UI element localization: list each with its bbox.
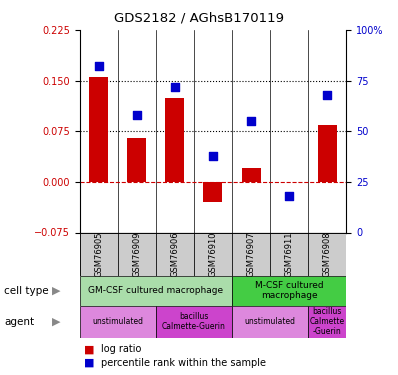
Text: ▶: ▶ xyxy=(51,286,60,296)
Bar xyxy=(165,98,184,182)
Text: ▶: ▶ xyxy=(51,316,60,327)
Text: GSM76911: GSM76911 xyxy=(285,231,294,277)
Point xyxy=(324,92,330,98)
Point xyxy=(96,63,102,69)
Text: agent: agent xyxy=(4,316,34,327)
Text: cell type: cell type xyxy=(4,286,49,296)
Text: unstimulated: unstimulated xyxy=(245,317,296,326)
Bar xyxy=(203,182,222,202)
Bar xyxy=(156,232,194,276)
Text: ■: ■ xyxy=(84,345,94,354)
Bar xyxy=(242,168,261,182)
Bar xyxy=(89,77,108,182)
Bar xyxy=(318,124,337,182)
Text: ■: ■ xyxy=(84,358,94,368)
Text: bacillus
Calmette-Guerin: bacillus Calmette-Guerin xyxy=(162,312,226,331)
Point xyxy=(134,112,140,118)
Bar xyxy=(80,276,232,306)
Text: GSM76910: GSM76910 xyxy=(209,231,217,277)
Bar xyxy=(232,232,270,276)
Bar xyxy=(80,306,156,338)
Text: GSM76908: GSM76908 xyxy=(323,231,332,277)
Bar xyxy=(270,232,308,276)
Text: GSM76906: GSM76906 xyxy=(170,231,179,277)
Text: log ratio: log ratio xyxy=(101,345,142,354)
Text: GDS2182 / AGhsB170119: GDS2182 / AGhsB170119 xyxy=(114,11,284,24)
Bar xyxy=(118,232,156,276)
Bar xyxy=(127,138,146,182)
Bar xyxy=(308,306,346,338)
Text: percentile rank within the sample: percentile rank within the sample xyxy=(101,358,267,368)
Bar xyxy=(232,276,346,306)
Bar xyxy=(194,232,232,276)
Point xyxy=(210,153,216,159)
Text: GM-CSF cultured macrophage: GM-CSF cultured macrophage xyxy=(88,286,223,295)
Bar xyxy=(232,306,308,338)
Point xyxy=(172,84,178,90)
Text: unstimulated: unstimulated xyxy=(92,317,143,326)
Point xyxy=(248,118,254,124)
Text: GSM76909: GSM76909 xyxy=(132,231,141,277)
Bar xyxy=(308,232,346,276)
Bar xyxy=(156,306,232,338)
Text: GSM76905: GSM76905 xyxy=(94,231,103,277)
Point xyxy=(286,193,292,199)
Text: bacillus
Calmette
-Guerin: bacillus Calmette -Guerin xyxy=(310,307,345,336)
Text: M-CSF cultured
macrophage: M-CSF cultured macrophage xyxy=(255,281,324,300)
Bar xyxy=(80,232,118,276)
Text: GSM76907: GSM76907 xyxy=(246,231,256,277)
